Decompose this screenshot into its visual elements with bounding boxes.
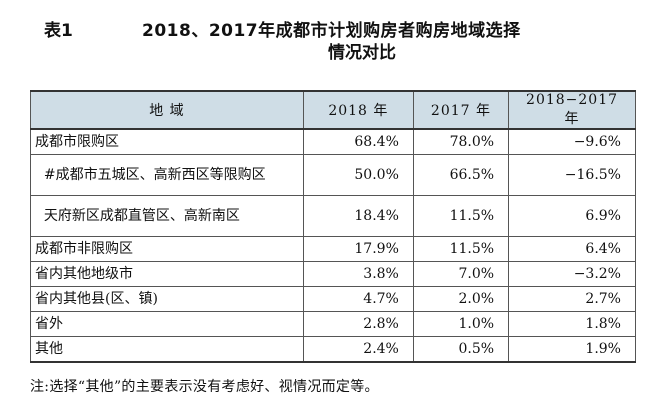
header-region: 地 域: [30, 90, 304, 130]
table-title-continuation: 情况对比: [328, 43, 396, 63]
value-2017-cell: 11.5%: [412, 195, 510, 237]
table-footnote: 注:选择“其他”的主要表示没有考虑好、视情况而定等。: [30, 379, 379, 395]
diff-cell: −3.2%: [508, 261, 636, 287]
region-cell: 成都市非限购区: [30, 236, 304, 262]
diff-cell: 1.8%: [508, 311, 636, 337]
table-row: 省内其他县(区、镇) 4.7% 2.0% 2.7%: [30, 286, 636, 312]
diff-cell: 6.9%: [508, 195, 636, 237]
value-2017-cell: 1.0%: [412, 311, 510, 337]
table-title: 2018、2017年成都市计划购房者购房地域选择: [142, 21, 521, 41]
value-2017-cell: 7.0%: [412, 261, 510, 287]
region-cell: 成都市限购区: [30, 128, 304, 155]
value-2017-cell: 11.5%: [412, 236, 510, 262]
table-row: #成都市五城区、高新西区等限购区 50.0% 66.5% −16.5%: [30, 154, 636, 196]
value-2017-cell: 66.5%: [412, 154, 510, 196]
diff-cell: 1.9%: [508, 336, 636, 363]
header-row: 地 域 2018 年 2017 年 2018−2017 年: [30, 90, 636, 130]
title-block: 表1 2018、2017年成都市计划购房者购房地域选择 情况对比: [0, 14, 664, 66]
diff-cell: −16.5%: [508, 154, 636, 196]
value-2018-cell: 3.8%: [302, 261, 414, 287]
table-row: 其他 2.4% 0.5% 1.9%: [30, 336, 636, 363]
value-2017-cell: 2.0%: [412, 286, 510, 312]
value-2017-cell: 78.0%: [412, 128, 510, 155]
region-cell: 其他: [30, 336, 304, 363]
table-header: 地 域 2018 年 2017 年 2018−2017 年: [30, 90, 636, 130]
header-2017: 2017 年: [412, 90, 510, 130]
table-row: 成都市限购区 68.4% 78.0% −9.6%: [30, 128, 636, 155]
table-row: 省内其他地级市 3.8% 7.0% −3.2%: [30, 261, 636, 287]
region-cell: 省内其他地级市: [30, 261, 304, 287]
data-table: 地 域 2018 年 2017 年 2018−2017 年 成都市限购区 68.…: [30, 90, 636, 363]
value-2018-cell: 17.9%: [302, 236, 414, 262]
title-line-1: 表1 2018、2017年成都市计划购房者购房地域选择: [0, 14, 664, 41]
region-cell: #成都市五城区、高新西区等限购区: [30, 154, 304, 196]
table-row: 成都市非限购区 17.9% 11.5% 6.4%: [30, 236, 636, 262]
table-number-label: 表1: [44, 21, 73, 41]
table-body: 成都市限购区 68.4% 78.0% −9.6% #成都市五城区、高新西区等限购…: [30, 128, 636, 363]
table-row: 省外 2.8% 1.0% 1.8%: [30, 311, 636, 337]
diff-cell: 6.4%: [508, 236, 636, 262]
value-2018-cell: 2.8%: [302, 311, 414, 337]
value-2018-cell: 50.0%: [302, 154, 414, 196]
table-row: 天府新区成都直管区、高新南区 18.4% 11.5% 6.9%: [30, 195, 636, 237]
diff-cell: −9.6%: [508, 128, 636, 155]
diff-cell: 2.7%: [508, 286, 636, 312]
value-2017-cell: 0.5%: [412, 336, 510, 363]
value-2018-cell: 18.4%: [302, 195, 414, 237]
region-cell: 省内其他县(区、镇): [30, 286, 304, 312]
value-2018-cell: 68.4%: [302, 128, 414, 155]
region-cell: 天府新区成都直管区、高新南区: [30, 195, 304, 237]
value-2018-cell: 2.4%: [302, 336, 414, 363]
value-2018-cell: 4.7%: [302, 286, 414, 312]
header-2018: 2018 年: [302, 90, 414, 130]
region-cell: 省外: [30, 311, 304, 337]
header-diff: 2018−2017 年: [508, 90, 636, 130]
